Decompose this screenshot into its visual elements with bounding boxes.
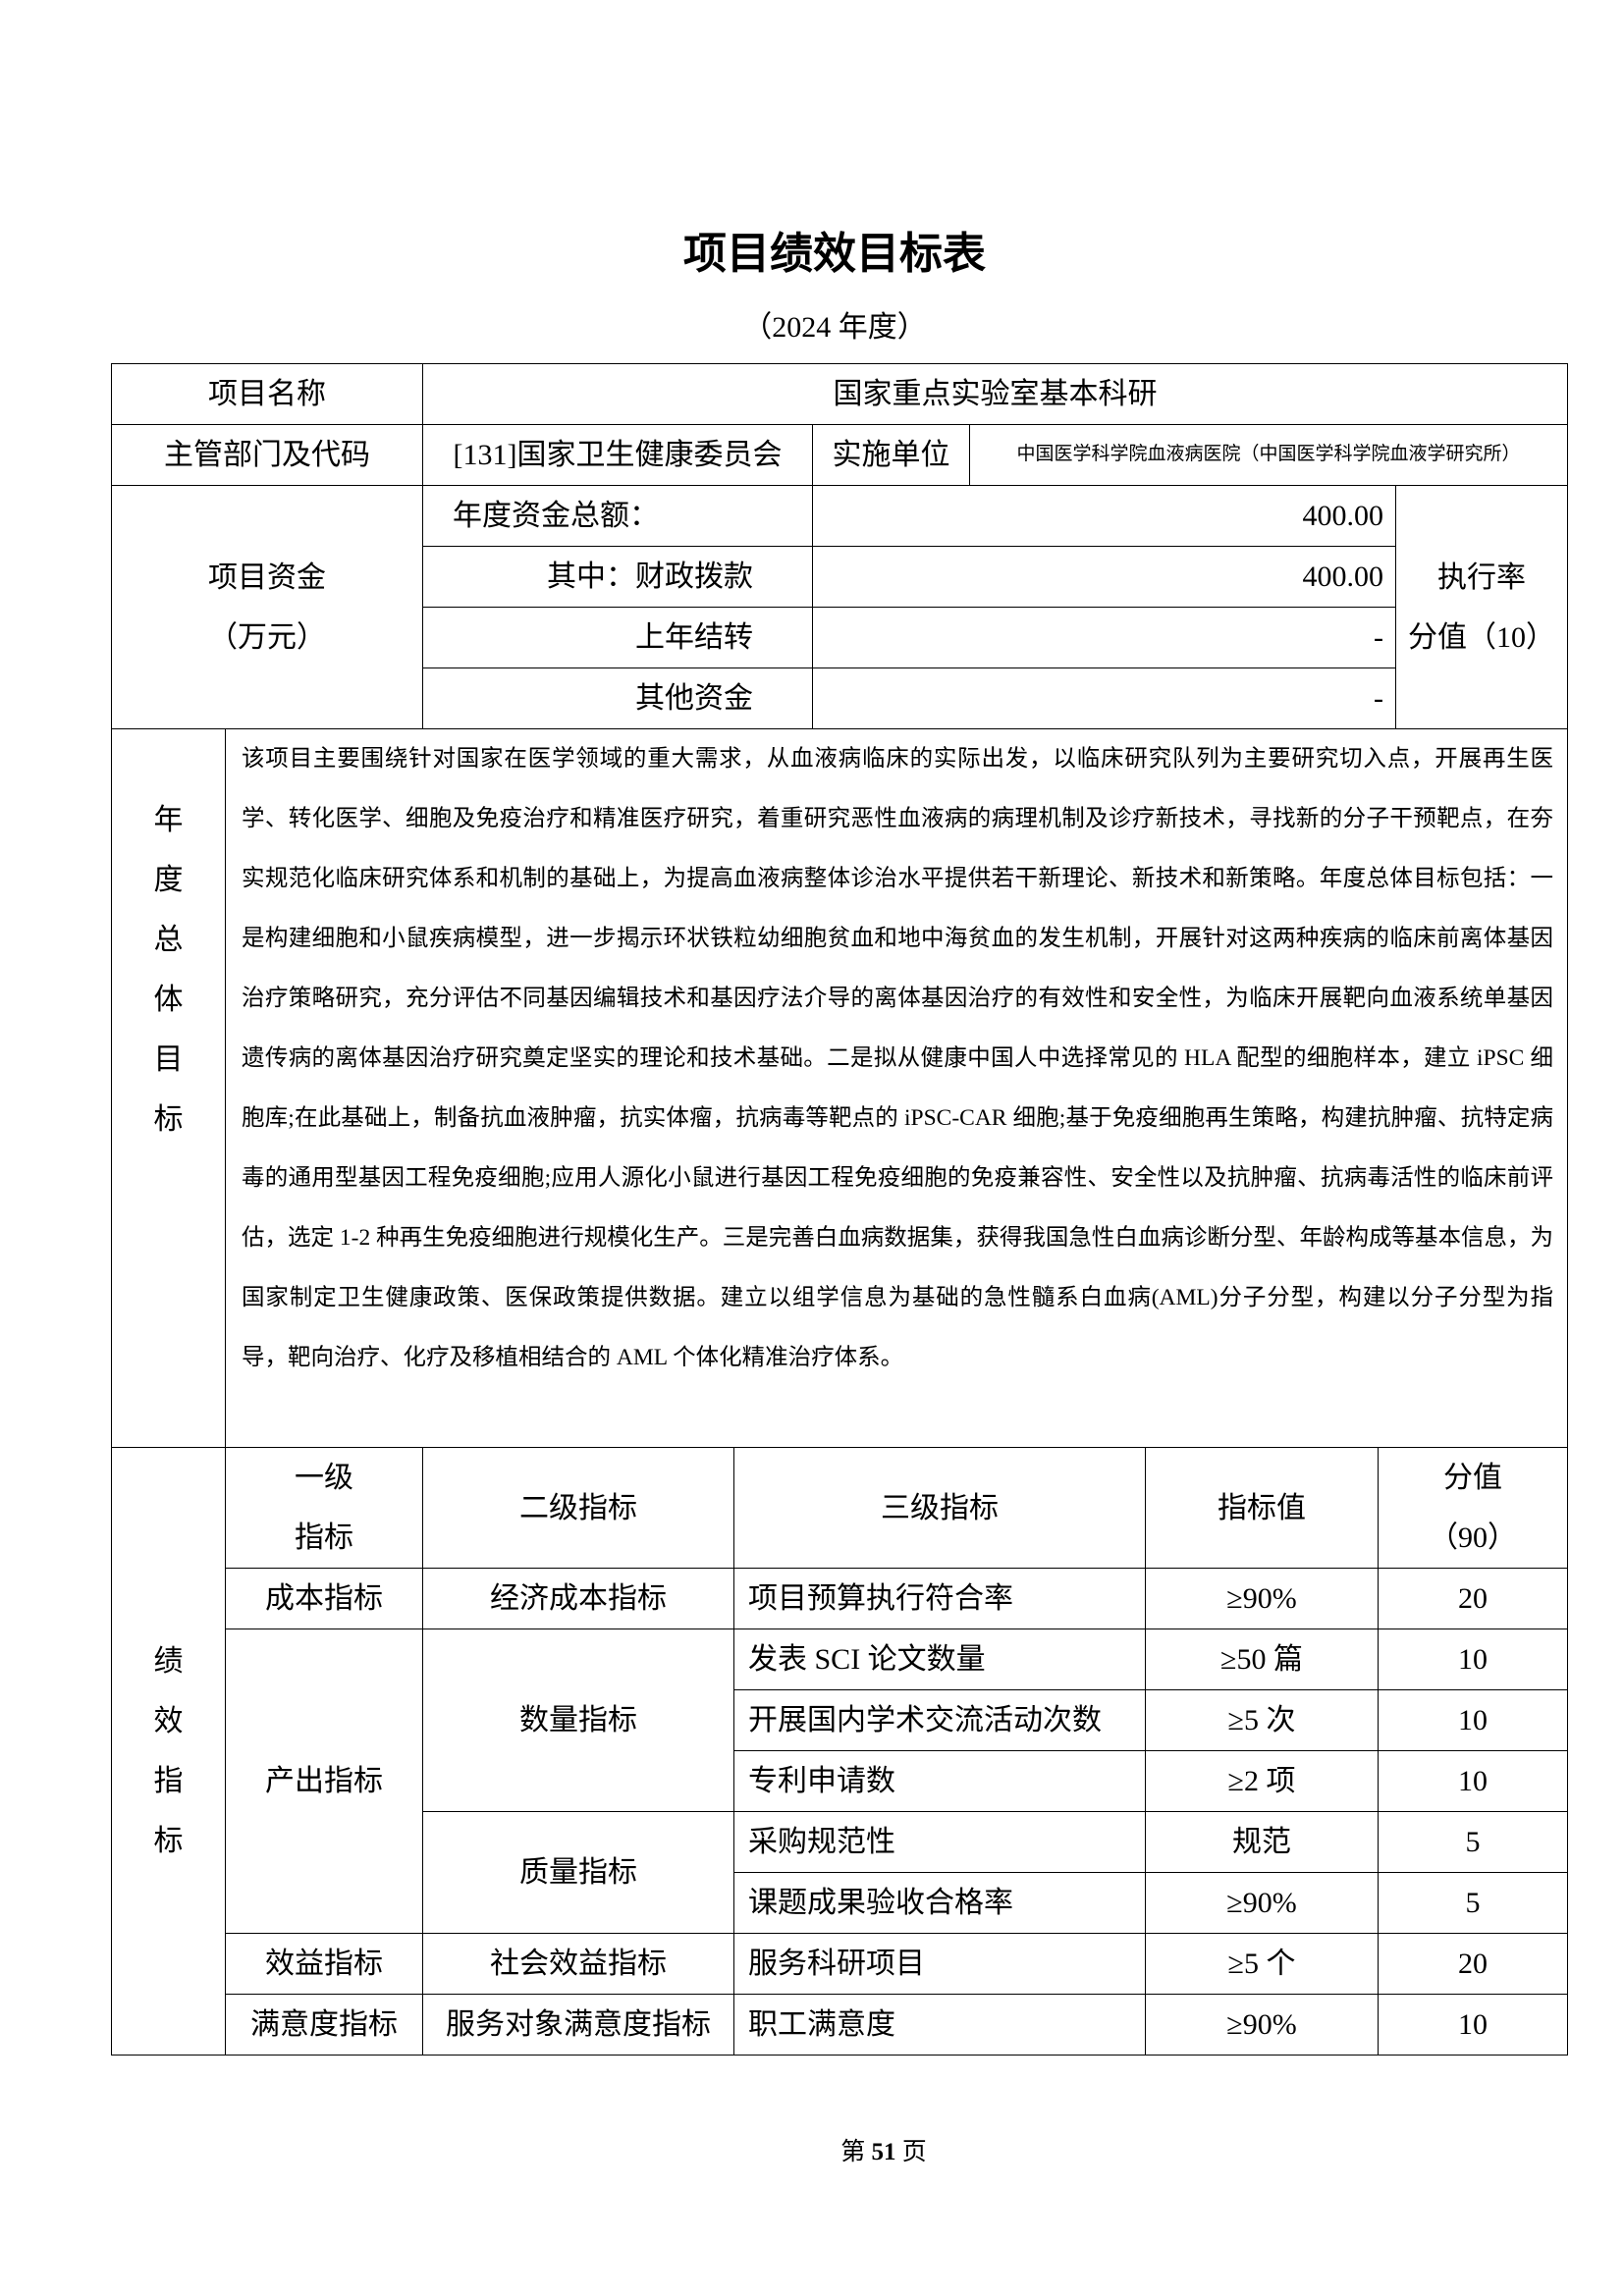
header-level2: 二级指标 [422, 1447, 734, 1569]
indicator-value: 规范 [1145, 1811, 1379, 1873]
page-number: 第 51 页 [0, 2132, 1624, 2167]
carryover-label: 上年结转 [422, 607, 813, 668]
table-row: 成本指标 经济成本指标 项目预算执行符合率 ≥90% 20 [112, 1568, 1569, 1629]
execution-rate-score: 分值（10） [1408, 620, 1556, 654]
header-score-a: 分值 [1443, 1462, 1503, 1494]
level2-quantity: 数量指标 [422, 1629, 734, 1812]
carryover-value: - [812, 607, 1396, 668]
table-row: 开展国内学术交流活动次数 ≥5 次 10 [112, 1689, 1569, 1751]
perf-label-char: 指 [153, 1765, 184, 1797]
perf-label-char: 绩 [153, 1645, 184, 1678]
level2-quality: 质量指标 [422, 1811, 734, 1934]
header-value: 指标值 [1145, 1447, 1379, 1569]
fiscal-funds-label: 其中：财政拨款 [422, 546, 813, 608]
unit-value: 中国医学科学院血液病医院（中国医学科学院血液学研究所） [968, 424, 1569, 486]
indicator-score: 10 [1377, 1629, 1569, 1690]
indicator-name: 采购规范性 [733, 1811, 1146, 1873]
funds-unit: （万元） [208, 620, 326, 654]
indicator-name: 发表 SCI 论文数量 [733, 1629, 1146, 1690]
indicator-score: 10 [1377, 1689, 1569, 1751]
page-suffix: 页 [895, 2139, 927, 2165]
indicator-name: 专利申请数 [733, 1750, 1146, 1812]
header-level1: 一级 指标 [225, 1447, 423, 1569]
indicator-score: 20 [1377, 1568, 1569, 1629]
goal-label-char: 年 [153, 804, 184, 836]
annual-goal-label: 年 度 总 体 目 标 [111, 728, 226, 1448]
goal-label-char: 标 [153, 1103, 184, 1136]
fiscal-funds-value: 400.00 [812, 546, 1396, 608]
indicator-name: 开展国内学术交流活动次数 [733, 1689, 1146, 1751]
table-row: 产出指标 数量指标 发表 SCI 论文数量 ≥50 篇 10 [112, 1629, 1569, 1934]
goal-label-char: 体 [153, 984, 184, 1016]
level1-satisfaction: 满意度指标 [225, 1994, 423, 2056]
indicator-score: 5 [1377, 1811, 1569, 1873]
page-subtitle: （2024 年度） [742, 311, 927, 344]
header-level1-a: 一级 [295, 1462, 353, 1494]
performance-table: 项目名称 国家重点实验室基本科研 主管部门及代码 [131]国家卫生健康委员会 … [111, 363, 1569, 2056]
goal-label-char: 度 [153, 864, 184, 896]
header-score-b: （90） [1429, 1522, 1518, 1554]
other-funds-label: 其他资金 [422, 667, 813, 729]
indicator-name: 服务科研项目 [733, 1933, 1146, 1995]
project-name: 国家重点实验室基本科研 [421, 363, 1569, 425]
perf-label-char: 效 [153, 1705, 184, 1737]
level2-service: 服务对象满意度指标 [422, 1994, 734, 2056]
annual-goal-text: 该项目主要围绕针对国家在医学领域的重大需求，从血液病临床的实际出发，以临床研究队… [224, 728, 1569, 1448]
level1-benefit: 效益指标 [225, 1933, 423, 1995]
level2-econ: 经济成本指标 [422, 1568, 734, 1629]
total-funds-value: 400.00 [812, 485, 1396, 547]
other-funds-value: - [812, 667, 1396, 729]
page-title: 项目绩效目标表 [683, 229, 986, 279]
performance-label: 绩 效 指 标 [111, 1447, 226, 2056]
level2-social: 社会效益指标 [422, 1933, 734, 1995]
table-row: 课题成果验收合格率 ≥90% 5 [112, 1872, 1569, 1934]
indicator-name: 职工满意度 [733, 1994, 1146, 2056]
indicator-value: ≥2 项 [1145, 1750, 1379, 1812]
goal-label-char: 总 [153, 924, 184, 956]
header-score: 分值 （90） [1377, 1447, 1569, 1569]
execution-rate-label: 执行率 [1437, 561, 1527, 594]
indicator-value: ≥50 篇 [1145, 1629, 1379, 1690]
unit-label: 实施单位 [812, 424, 970, 486]
indicator-score: 5 [1377, 1872, 1569, 1934]
perf-label-char: 标 [153, 1825, 184, 1857]
goal-label-char: 目 [153, 1043, 184, 1076]
indicator-score: 10 [1377, 1750, 1569, 1812]
indicator-value: ≥5 个 [1145, 1933, 1379, 1995]
dept-label: 主管部门及代码 [111, 424, 423, 486]
level1-output: 产出指标 [225, 1629, 423, 1934]
total-funds-label: 年度资金总额： [422, 485, 813, 547]
indicator-name: 课题成果验收合格率 [733, 1872, 1146, 1934]
indicator-name: 项目预算执行符合率 [733, 1568, 1146, 1629]
level1-cost: 成本指标 [225, 1568, 423, 1629]
table-row: 质量指标 采购规范性 规范 5 [112, 1811, 1569, 1934]
execution-rate: 执行率 分值（10） [1394, 485, 1569, 729]
indicator-value: ≥5 次 [1145, 1689, 1379, 1751]
indicator-score: 10 [1377, 1994, 1569, 2056]
page-prefix: 第 [840, 2139, 872, 2165]
header-level3: 三级指标 [733, 1447, 1146, 1569]
indicator-value: ≥90% [1145, 1994, 1379, 2056]
indicator-value: ≥90% [1145, 1568, 1379, 1629]
table-row: 满意度指标 服务对象满意度指标 职工满意度 ≥90% 10 [112, 1994, 1569, 2056]
funds-label: 项目资金 （万元） [111, 485, 423, 729]
project-name-label: 项目名称 [111, 363, 423, 425]
indicator-value: ≥90% [1145, 1872, 1379, 1934]
header-level1-b: 指标 [295, 1522, 353, 1554]
indicator-score: 20 [1377, 1933, 1569, 1995]
dept-value: [131]国家卫生健康委员会 [422, 424, 813, 486]
page-number-value: 51 [871, 2139, 896, 2165]
table-row: 效益指标 社会效益指标 服务科研项目 ≥5 个 20 [112, 1933, 1569, 1995]
funds-label-text: 项目资金 [208, 561, 326, 594]
